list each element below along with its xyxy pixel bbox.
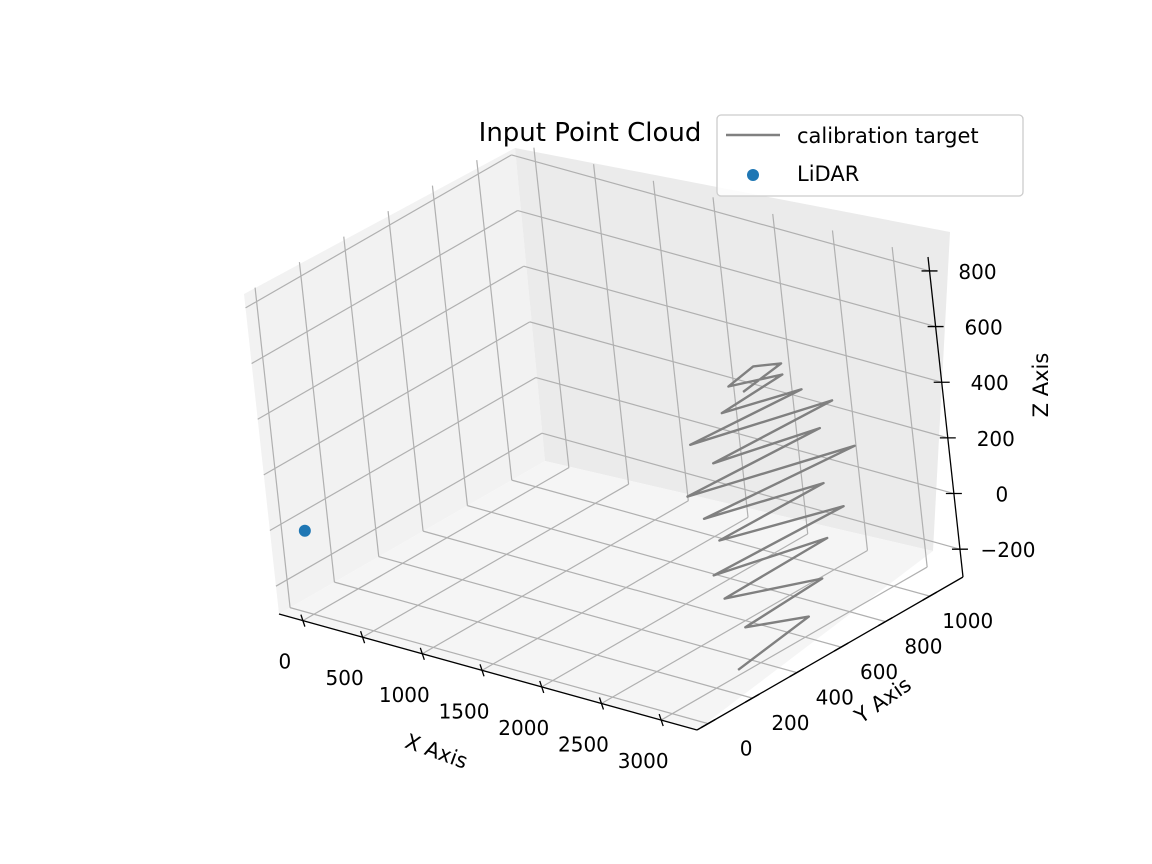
y-tick-label: 1000 — [942, 609, 993, 633]
grid-line-x-back — [772, 213, 809, 534]
grid-line-y-floor — [289, 607, 709, 725]
x-tick — [300, 614, 306, 627]
legend-label-lidar: LiDAR — [797, 162, 859, 186]
grid-line-x-back — [891, 246, 928, 568]
z-axis-label: Z Axis — [1029, 353, 1053, 418]
chart-title: Input Point Cloud — [479, 118, 702, 148]
y-tick-label: 800 — [904, 635, 942, 659]
axes-panes — [244, 148, 950, 730]
y-tick-label: 0 — [740, 737, 753, 761]
grid-line-y-side — [254, 287, 291, 608]
grid-line-y-floor — [467, 505, 886, 623]
y-axis-line — [696, 576, 964, 731]
z-tick-label: −200 — [980, 538, 1035, 562]
grid-line-x-floor — [660, 566, 928, 721]
grid-line-x-floor — [481, 516, 749, 671]
x-tick — [658, 713, 664, 727]
legend-label-calibration-target: calibration target — [797, 124, 979, 148]
grid-line-y-side — [343, 236, 380, 557]
z-tick-label: 0 — [996, 483, 1009, 507]
x-tick — [479, 664, 485, 677]
grid-line-z-back — [517, 209, 936, 328]
y-tick-label: 400 — [816, 686, 854, 710]
x-tick-label: 3000 — [618, 749, 669, 773]
grid-line-z-side — [245, 154, 512, 309]
grid-line-z-side — [251, 210, 518, 365]
x-tick — [359, 630, 366, 644]
x-tick-label: 1000 — [379, 683, 430, 707]
axis-lines — [278, 256, 964, 731]
x-tick-label: 2500 — [558, 732, 609, 756]
grid-line-y-floor — [378, 556, 797, 674]
x-tick-label: 2000 — [498, 716, 549, 740]
grid-line-y-side — [387, 211, 424, 532]
grid-line-z-side — [275, 432, 543, 587]
back-pane-left — [244, 148, 545, 614]
legend-frame — [716, 114, 1024, 197]
y-tick — [922, 591, 938, 601]
tick-labels: 0500100015002000250030000200400600800100… — [279, 260, 1036, 773]
grid-line-z-side — [269, 377, 537, 532]
y-tick-label: 200 — [771, 711, 809, 735]
x-tick-label: 500 — [326, 666, 364, 690]
x-tick-label: 0 — [279, 650, 292, 674]
y-tick — [833, 642, 849, 652]
lidar-point — [298, 524, 311, 537]
grid-line-y-side — [431, 185, 469, 506]
grid-line-z-back — [535, 376, 955, 495]
grid-line-y-floor — [511, 479, 930, 597]
grid-line-y-side — [476, 160, 513, 481]
floor-pane — [279, 461, 933, 730]
grid-line-x-back — [533, 147, 570, 468]
z-tick-label: 200 — [977, 427, 1015, 451]
grid-line-x-floor — [422, 500, 689, 655]
grid-line-z-back — [529, 321, 948, 439]
legend: calibration target LiDAR — [716, 114, 1024, 197]
z-tick-label: 400 — [971, 371, 1009, 395]
grid-line-x-floor — [601, 549, 868, 705]
grid-line-z-back — [541, 432, 961, 550]
legend-dot-swatch — [747, 169, 759, 181]
y-tick-label: 600 — [860, 660, 898, 684]
grid-line-z-side — [263, 321, 531, 476]
x-axis-line — [278, 613, 698, 731]
grid-line-y-floor — [422, 530, 842, 648]
tick-marks — [300, 270, 968, 729]
z-tick-label: 600 — [965, 316, 1003, 340]
z-axis-line — [927, 256, 964, 578]
y-tick — [789, 668, 805, 678]
x-tick — [419, 647, 425, 660]
data-series — [298, 362, 856, 671]
y-tick — [745, 693, 760, 703]
grid-line-x-back — [593, 164, 630, 485]
grid-line-x-floor — [302, 467, 570, 622]
grid-line-x-back — [831, 230, 869, 551]
x-tick — [539, 680, 545, 694]
x-axis-label: X Axis — [402, 729, 471, 774]
grid-line-z-side — [257, 265, 524, 420]
grid-line-y-floor — [334, 581, 753, 699]
y-tick — [878, 617, 893, 627]
grid-line-y-side — [298, 262, 336, 583]
grid-line-x-back — [712, 197, 749, 518]
grid-line-x-floor — [362, 483, 629, 638]
grid-line-z-back — [523, 265, 942, 383]
x-tick-label: 1500 — [439, 699, 490, 723]
grid-line-z-back — [511, 154, 930, 272]
z-tick-label: 800 — [958, 260, 996, 284]
grid-line-x-back — [652, 180, 689, 501]
y-tick — [700, 719, 716, 729]
x-tick — [598, 697, 605, 710]
series-line-calibration-target — [686, 362, 856, 671]
